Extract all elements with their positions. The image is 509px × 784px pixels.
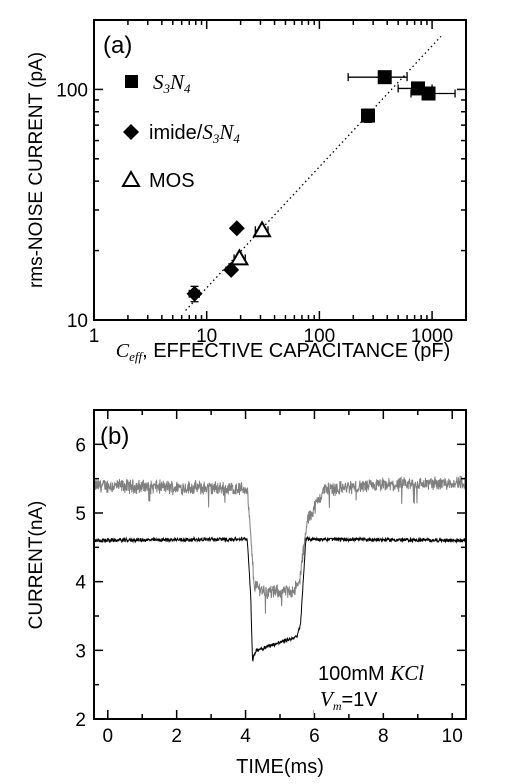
x-tick-label: 6 [309, 726, 320, 747]
legend-square-marker [125, 75, 138, 88]
x-tick-label: 8 [378, 726, 389, 747]
panel-a-label: (a) [103, 32, 132, 59]
y-tick-label: 10 [67, 311, 88, 332]
x-tick-label: 100 [304, 326, 336, 347]
panel-a-x-axis-label: Ceff, EFFECTIVE CAPACITANCE (pF) [116, 340, 451, 364]
y-tick-label: 4 [75, 573, 86, 594]
data-point-mos [229, 248, 250, 266]
data-point-mos [252, 220, 272, 238]
y-tick-label: 6 [75, 435, 86, 456]
x-tick-label: 1 [89, 326, 100, 347]
panel-a-legend: S3N4 imide/S3N4 MOS [121, 70, 240, 192]
data-point-s3n4 [360, 108, 375, 123]
black-current-trace [93, 535, 467, 662]
annotation-backdrop [314, 657, 460, 713]
annotation-concentration: 100mM KCl [318, 661, 424, 685]
x-tick-label: 1000 [411, 326, 453, 347]
x-tick-label: 10 [196, 326, 217, 347]
panel-b-x-axis-label: TIME(ms) [236, 756, 324, 778]
panel-b-label: (b) [100, 423, 129, 450]
legend-triangle-marker [121, 169, 141, 187]
y-tick-label: 2 [75, 710, 86, 731]
y-tick-label: 3 [75, 641, 86, 662]
legend-label-imide-s3n4: imide/S3N4 [149, 120, 240, 146]
data-point-imide [223, 261, 240, 278]
legend-diamond-marker [123, 124, 139, 140]
annotation-voltage: Vm=1V [320, 687, 378, 713]
gray-current-trace [93, 475, 467, 614]
x-tick-label: 0 [102, 726, 113, 747]
legend-label-s3n4: S3N4 [153, 70, 191, 96]
data-point-s3n4 [377, 70, 392, 85]
x-tick-label: 2 [171, 726, 182, 747]
legend-label-mos: MOS [149, 170, 195, 192]
data-point-s3n4 [421, 86, 436, 101]
x-tick-label: 4 [240, 726, 251, 747]
x-tick-label: 10 [442, 726, 463, 747]
data-point-imide [228, 220, 245, 237]
y-tick-label: 100 [56, 80, 88, 101]
panel-a-frame [93, 19, 467, 321]
data-point-s3n4 [410, 81, 425, 96]
y-tick-label: 5 [75, 504, 86, 525]
panel-b-y-axis-label: CURRENT(nA) [26, 501, 47, 630]
data-point-imide [186, 285, 203, 302]
panel-a-y-axis-label: rms-NOISE CURRENT (pA) [26, 52, 47, 288]
